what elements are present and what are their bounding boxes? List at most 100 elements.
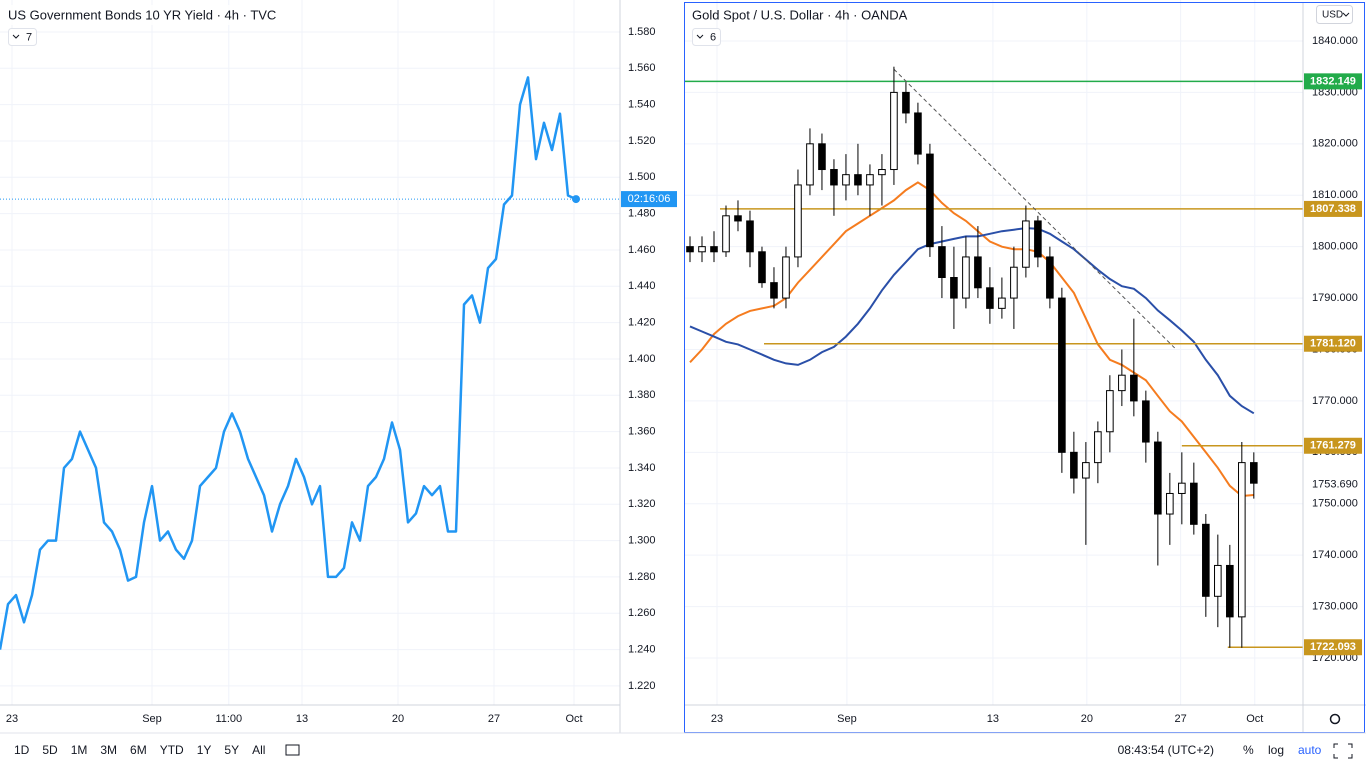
scale-option[interactable]: log	[1268, 743, 1284, 757]
countdown-box	[621, 191, 677, 208]
level-label-box	[1304, 200, 1362, 217]
left-header-bg	[0, 5, 300, 25]
range-button[interactable]: 5D	[42, 743, 58, 757]
candle-body	[806, 143, 814, 186]
candle-body	[1166, 492, 1174, 515]
y-tick-label: 1.300	[628, 535, 656, 547]
y-tick-label: 1.240	[628, 644, 656, 656]
y-tick-label: 1740.000	[1312, 549, 1358, 561]
candle-body	[986, 287, 994, 309]
candle-body	[1226, 564, 1234, 618]
x-tick-label: 13	[296, 713, 308, 725]
x-tick-label: 20	[1081, 713, 1093, 725]
candle-body	[1022, 220, 1030, 268]
candle-body	[1190, 482, 1198, 525]
candle-body	[890, 91, 898, 171]
candle-body	[734, 215, 742, 222]
chevron	[696, 34, 704, 39]
chevron	[12, 34, 20, 39]
chevron	[1342, 12, 1350, 17]
x-tick-label: Sep	[837, 713, 857, 725]
candle-body	[1238, 462, 1246, 618]
x-tick-label: 13	[987, 713, 999, 725]
candle-body	[746, 220, 754, 253]
scale-option[interactable]: auto	[1298, 743, 1322, 757]
y-tick-label: 1.460	[628, 244, 656, 256]
x-tick-label: 23	[6, 713, 18, 725]
right-collapse-chip[interactable]	[692, 28, 721, 46]
level-label: 1761.279	[1310, 440, 1356, 452]
candle-body	[818, 143, 826, 171]
y-tick-label: 1.280	[628, 571, 656, 583]
x-tick-label: Oct	[565, 713, 582, 725]
y-tick-label: 1.260	[628, 607, 656, 619]
candle-body	[854, 174, 862, 186]
y-tick-label: 1.440	[628, 280, 656, 292]
candle-body	[698, 246, 706, 253]
candle-body	[1010, 266, 1018, 299]
level-label-box	[1304, 73, 1362, 90]
trendline	[893, 68, 1175, 349]
candle-body	[914, 112, 922, 155]
currency-select[interactable]	[1316, 5, 1353, 24]
y-tick-label: 1.520	[628, 135, 656, 147]
axes	[0, 0, 1366, 734]
candle-body	[1070, 451, 1078, 479]
settings-icon[interactable]	[1329, 713, 1341, 725]
candle-body	[1154, 441, 1162, 515]
range-button[interactable]: 1Y	[197, 743, 212, 757]
candle-body	[722, 215, 730, 253]
level-label: 1807.338	[1310, 203, 1356, 215]
last-price: 1753.690	[1312, 479, 1358, 491]
candle-body	[938, 246, 946, 279]
range-button[interactable]: 3M	[100, 743, 117, 757]
range-button[interactable]: All	[252, 743, 265, 757]
x-tick-label: 23	[711, 713, 723, 725]
candle-body	[782, 256, 790, 299]
yield-line	[0, 76, 577, 650]
candle-body	[878, 169, 886, 176]
left-grid	[0, 0, 620, 705]
scale-option[interactable]: %	[1243, 743, 1254, 757]
left-title: US Government Bonds 10 YR Yield · 4h · T…	[8, 7, 276, 22]
level-label: 1722.093	[1310, 641, 1356, 653]
level-label: 1781.120	[1310, 338, 1356, 350]
fullscreen-icon[interactable]	[1333, 743, 1353, 759]
left-plot	[0, 76, 620, 650]
y-tick-label: 1790.000	[1312, 292, 1358, 304]
candle-body	[842, 174, 850, 186]
y-tick-label: 1800.000	[1312, 241, 1358, 253]
active-pane-frame	[684, 2, 1365, 733]
y-tick-label: 1.320	[628, 498, 656, 510]
y-tick-label: 1.380	[628, 389, 656, 401]
moving-average	[689, 181, 1254, 498]
range-button[interactable]: 5Y	[224, 743, 239, 757]
candle-body	[902, 91, 910, 114]
candle-body	[686, 246, 694, 253]
clock: 08:43:54 (UTC+2)	[1118, 743, 1214, 757]
left-collapse-chip[interactable]	[8, 28, 37, 46]
y-tick-label: 1.580	[628, 26, 656, 38]
candle-body	[770, 282, 778, 299]
currency: USD	[1322, 10, 1343, 21]
range-button[interactable]: 1M	[71, 743, 88, 757]
right-plot	[685, 66, 1303, 648]
candle-body	[1046, 256, 1054, 299]
y-tick-label: 1.360	[628, 426, 656, 438]
candle-body	[1118, 374, 1126, 392]
x-tick-label: Sep	[142, 713, 162, 725]
y-tick-label: 1.420	[628, 317, 656, 329]
level-label-box	[1304, 639, 1362, 656]
candle-body	[1082, 462, 1090, 479]
compare-icon[interactable]	[285, 744, 300, 756]
moving-average	[689, 227, 1255, 415]
candle-body	[926, 153, 934, 248]
countdown: 02:16:06	[628, 193, 671, 205]
x-tick-label: 27	[488, 713, 500, 725]
candle-body	[830, 169, 838, 186]
range-button[interactable]: 6M	[130, 743, 147, 757]
range-button[interactable]: YTD	[160, 743, 184, 757]
candle-body	[1178, 482, 1186, 494]
candle-body	[866, 174, 874, 186]
range-button[interactable]: 1D	[14, 743, 30, 757]
